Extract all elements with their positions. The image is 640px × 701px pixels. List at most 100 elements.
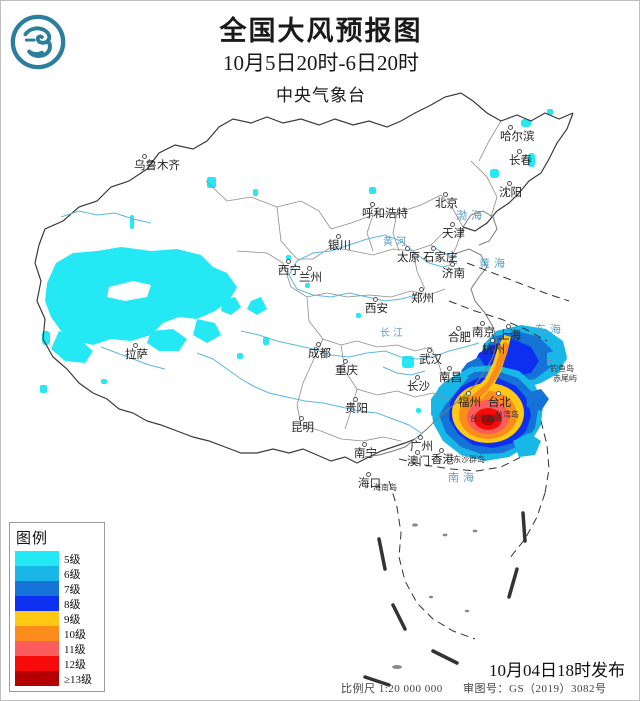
legend-item: 10级 xyxy=(15,626,100,641)
legend-item: 8级 xyxy=(15,596,100,611)
city-marker xyxy=(447,366,452,371)
island-label-台湾岛: 台湾岛 xyxy=(495,410,519,419)
city-label-武汉: 武汉 xyxy=(419,354,442,366)
city-marker xyxy=(507,181,512,186)
legend-swatch xyxy=(15,641,59,656)
legend-swatch xyxy=(15,551,59,566)
legend-label: 12级 xyxy=(64,658,86,671)
island-label-海南岛: 海南岛 xyxy=(373,483,397,492)
city-marker xyxy=(353,397,358,402)
south-sea-islets xyxy=(392,359,555,669)
city-marker xyxy=(415,375,420,380)
city-marker xyxy=(490,338,495,343)
sea-label-渤海: 渤海 xyxy=(456,210,486,222)
city-label-贵阳: 贵阳 xyxy=(345,403,368,415)
legend-swatch xyxy=(15,581,59,596)
sea-label-东海: 东海 xyxy=(535,324,565,336)
city-marker xyxy=(366,472,371,477)
river-label-黄河: 黄河 xyxy=(383,237,409,248)
legend-swatch xyxy=(15,626,59,641)
legend-item: 9级 xyxy=(15,611,100,626)
city-marker xyxy=(316,342,321,347)
legend-box: 图例 5级 6级 7级 8级 9级 10级 11级 12级 ≥13级 xyxy=(9,522,105,692)
city-label-上海: 上海 xyxy=(498,330,521,342)
rivers xyxy=(60,210,480,434)
wind-area-typhoon-core xyxy=(431,335,549,461)
city-marker xyxy=(405,246,410,251)
city-marker xyxy=(443,192,448,197)
map-scale: 比例尺 1:20 000 000 xyxy=(341,683,443,695)
city-label-昆明: 昆明 xyxy=(291,422,314,434)
city-label-重庆: 重庆 xyxy=(335,365,358,377)
city-label-长沙: 长沙 xyxy=(407,381,430,393)
city-label-银川: 银川 xyxy=(328,240,351,252)
city-label-福州: 福州 xyxy=(458,397,481,409)
city-marker xyxy=(506,324,511,329)
city-marker xyxy=(415,450,420,455)
cma-dragon-logo xyxy=(10,14,66,70)
legend-item: 11级 xyxy=(15,641,100,656)
city-marker xyxy=(299,416,304,421)
city-label-香港: 香港 xyxy=(431,454,454,466)
legend-title: 图例 xyxy=(16,531,49,547)
city-label-北京: 北京 xyxy=(435,198,458,210)
page-title: 全国大风预报图 xyxy=(219,16,423,46)
city-label-济南: 济南 xyxy=(442,268,465,280)
legend-label: 5级 xyxy=(64,553,81,566)
city-label-海口: 海口 xyxy=(358,478,381,490)
national-border xyxy=(34,92,574,464)
city-marker xyxy=(418,435,423,440)
river-label-长江: 长江 xyxy=(380,328,406,339)
city-label-西宁: 西宁 xyxy=(278,265,301,277)
city-label-呼和浩特: 呼和浩特 xyxy=(362,208,408,220)
legend-swatch xyxy=(15,656,59,671)
city-marker xyxy=(142,154,147,159)
city-label-哈尔滨: 哈尔滨 xyxy=(500,131,535,143)
legend-label: 10级 xyxy=(64,628,86,641)
city-label-合肥: 合肥 xyxy=(448,332,471,344)
wind-area-level5 xyxy=(40,109,553,413)
city-label-南京: 南京 xyxy=(472,327,495,339)
city-marker xyxy=(286,259,291,264)
city-marker xyxy=(466,391,471,396)
city-marker xyxy=(456,326,461,331)
city-marker xyxy=(431,246,436,251)
map-approval-number: 审图号：GS（2019）3082号 xyxy=(463,683,607,695)
city-label-台北: 台北 xyxy=(488,397,511,409)
map-boundaries xyxy=(205,120,502,442)
city-marker xyxy=(508,125,513,130)
legend-swatch xyxy=(15,596,59,611)
city-label-长春: 长春 xyxy=(509,155,532,167)
legend-item: 7级 xyxy=(15,581,100,596)
city-marker xyxy=(450,222,455,227)
legend-swatch xyxy=(15,566,59,581)
city-label-西安: 西安 xyxy=(365,303,388,315)
legend-swatch xyxy=(15,611,59,626)
city-marker xyxy=(517,149,522,154)
legend-item: 6级 xyxy=(15,566,100,581)
forecast-period: 10月5日20时-6日20时 xyxy=(223,51,419,75)
legend-swatch xyxy=(15,671,59,686)
city-label-杭州: 杭州 xyxy=(482,344,505,356)
city-label-天津: 天津 xyxy=(442,228,465,240)
island-label-台湾海峡: 台湾海峡 xyxy=(470,414,502,423)
coastline xyxy=(364,210,498,458)
city-marker xyxy=(373,297,378,302)
city-marker xyxy=(370,202,375,207)
city-marker xyxy=(362,442,367,447)
city-marker xyxy=(336,234,341,239)
city-label-兰州: 兰州 xyxy=(299,272,322,284)
city-marker xyxy=(450,262,455,267)
city-marker xyxy=(480,321,485,326)
city-marker xyxy=(496,391,501,396)
city-label-郑州: 郑州 xyxy=(411,293,434,305)
territorial-dashed-lines xyxy=(388,262,570,640)
city-label-南宁: 南宁 xyxy=(354,448,377,460)
legend-label: 8级 xyxy=(64,598,81,611)
island-label-赤尾屿: 赤尾屿 xyxy=(553,374,577,383)
city-label-拉萨: 拉萨 xyxy=(125,349,148,361)
city-marker xyxy=(307,266,312,271)
legend-item: 12级 xyxy=(15,656,100,671)
island-label-钓鱼岛: 钓鱼岛 xyxy=(550,364,574,373)
